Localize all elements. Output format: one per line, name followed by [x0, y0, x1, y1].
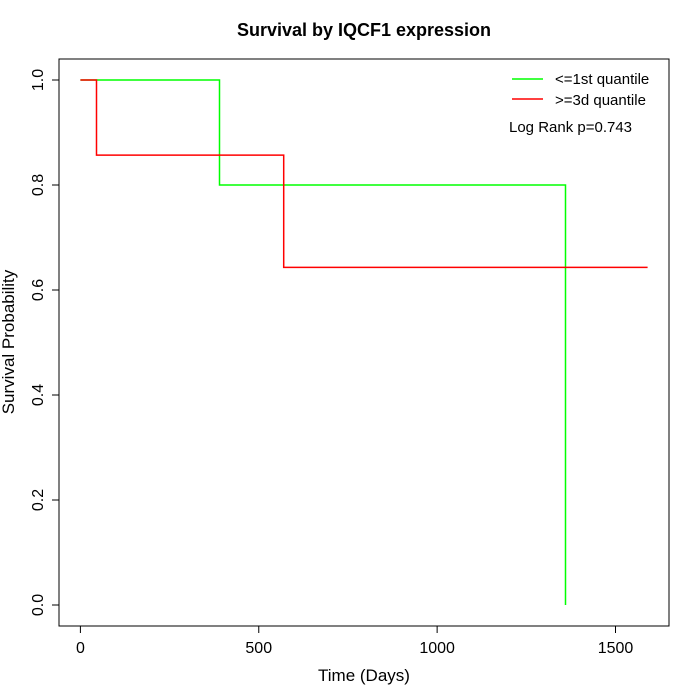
chart-title: Survival by IQCF1 expression	[237, 20, 491, 40]
x-axis: 0 500 1000 1500	[76, 626, 633, 657]
x-tick-label-1500: 1500	[598, 640, 634, 657]
series-line-low	[80, 79, 567, 605]
y-tick-label-0.4: 0.4	[30, 384, 47, 406]
legend-label-high: >=3d quantile	[555, 92, 646, 109]
legend: <=1st quantile >=3d quantile Log Rank p=…	[509, 71, 649, 136]
series-layer	[80, 79, 648, 605]
plot-frame	[58, 58, 670, 627]
legend-label-low: <=1st quantile	[555, 71, 649, 88]
x-axis-label: Time (Days)	[318, 666, 410, 685]
y-tick-label-0.2: 0.2	[30, 489, 47, 511]
y-axis: 0.0 0.2 0.4 0.6 0.8 1.0	[30, 69, 59, 616]
x-tick-label-1000: 1000	[419, 640, 455, 657]
y-tick-label-1: 1.0	[30, 69, 47, 91]
y-tick-label-0.8: 0.8	[30, 174, 47, 196]
y-axis-label: Survival Probability	[0, 269, 18, 414]
log-rank-annotation: Log Rank p=0.743	[509, 119, 632, 136]
series-line-high	[80, 79, 648, 269]
x-tick-label-500: 500	[245, 640, 272, 657]
y-tick-label-0: 0.0	[30, 594, 47, 616]
y-tick-label-0.6: 0.6	[30, 279, 47, 301]
x-tick-label-0: 0	[76, 640, 85, 657]
